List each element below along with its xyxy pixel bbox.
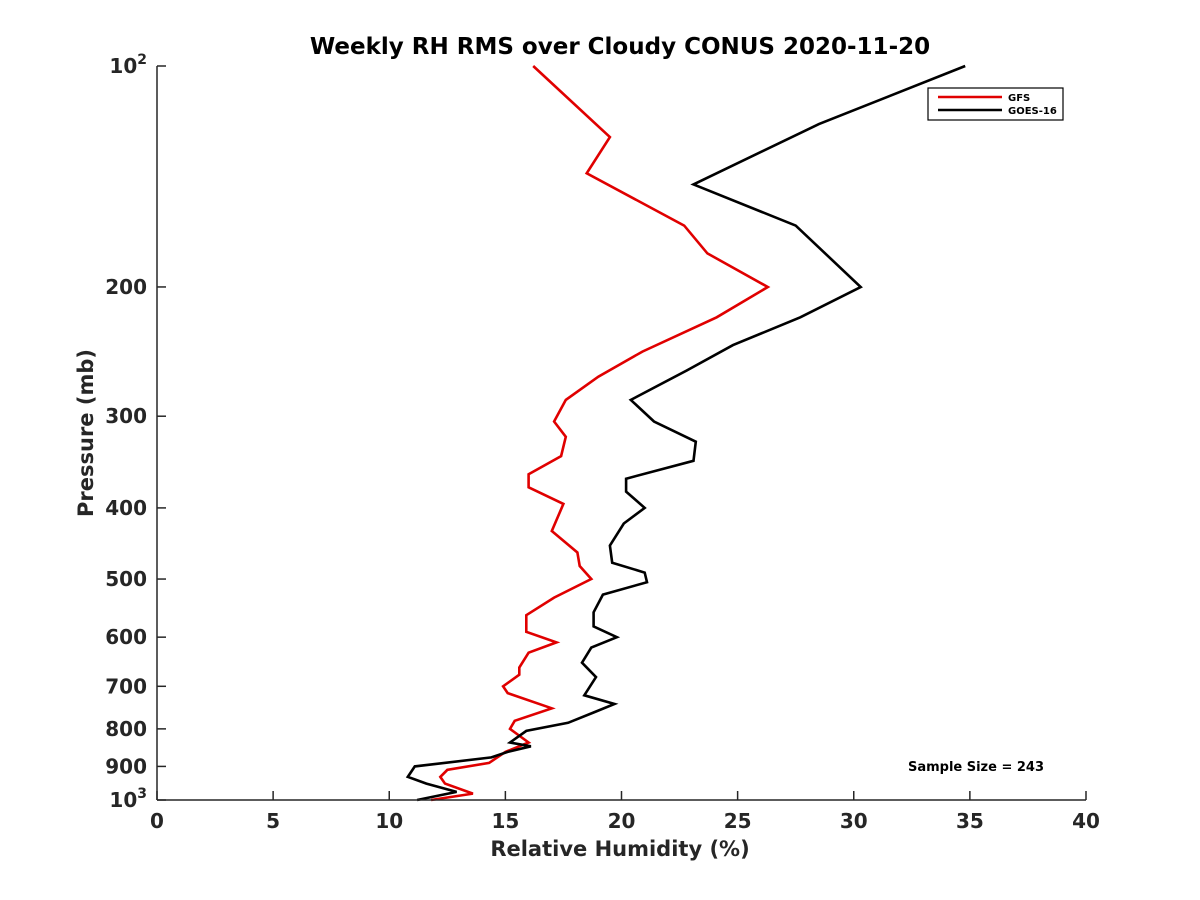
y-tick-label: 200	[105, 275, 147, 299]
y-tick-label: 500	[105, 567, 147, 591]
x-tick-label: 10	[375, 809, 403, 833]
x-tick-label: 20	[608, 809, 636, 833]
chart-title: Weekly RH RMS over Cloudy CONUS 2020-11-…	[310, 34, 930, 60]
legend-box	[927, 87, 1064, 121]
y-tick-label: 102	[109, 52, 147, 78]
x-axis-title: Relative Humidity (%)	[490, 837, 749, 861]
x-tick-label: 25	[724, 809, 752, 833]
x-tick-label: 5	[266, 809, 280, 833]
y-tick-label: 700	[105, 674, 147, 698]
x-tick-label: 0	[150, 809, 164, 833]
legend: GFS GOES-16	[927, 87, 1064, 121]
legend-label-gfs: GFS	[1008, 93, 1030, 104]
y-tick-label: 300	[105, 404, 147, 428]
x-axis-ticks: 0 5 10 15 20 25 30 35 40	[150, 791, 1100, 833]
plot-area	[405, 64, 966, 802]
series-line-goes-16	[405, 64, 966, 802]
sample-size-annotation: Sample Size = 243	[908, 760, 1044, 775]
x-tick-label: 35	[956, 809, 984, 833]
y-tick-label: 400	[105, 496, 147, 520]
y-tick-label: 800	[105, 717, 147, 741]
y-tick-label: 103	[109, 786, 147, 812]
x-tick-label: 40	[1072, 809, 1100, 833]
x-tick-label: 30	[840, 809, 868, 833]
x-tick-label: 15	[491, 809, 519, 833]
y-axis-ticks: 102 200 300 400 500 600 700 800 900 103	[105, 52, 166, 812]
y-tick-label: 900	[105, 754, 147, 778]
legend-label-goes-16: GOES-16	[1008, 106, 1057, 117]
y-tick-label: 600	[105, 625, 147, 649]
y-axis-title: Pressure (mb)	[74, 349, 98, 517]
series-line-gfs	[430, 65, 771, 802]
